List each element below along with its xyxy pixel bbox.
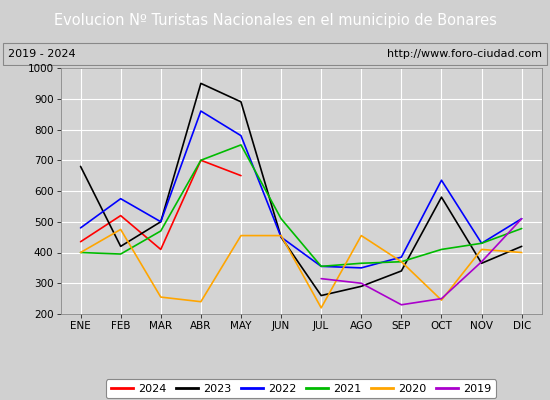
- Legend: 2024, 2023, 2022, 2021, 2020, 2019: 2024, 2023, 2022, 2021, 2020, 2019: [106, 379, 496, 398]
- Text: 2019 - 2024: 2019 - 2024: [8, 49, 76, 59]
- Text: http://www.foro-ciudad.com: http://www.foro-ciudad.com: [387, 49, 542, 59]
- Text: Evolucion Nº Turistas Nacionales en el municipio de Bonares: Evolucion Nº Turistas Nacionales en el m…: [53, 14, 497, 28]
